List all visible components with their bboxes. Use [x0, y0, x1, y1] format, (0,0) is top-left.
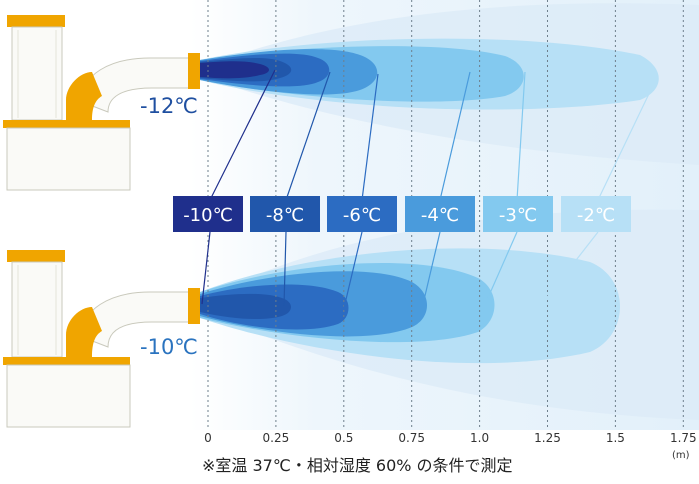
legend-swatch	[561, 196, 631, 232]
legend-label: -8℃	[266, 205, 304, 226]
bottom-unit-hose-joint	[66, 307, 102, 357]
leader-top-minus8	[285, 71, 331, 201]
legend-swatch	[483, 196, 553, 232]
legend-swatch	[250, 196, 320, 232]
top-zone-minus10	[200, 61, 269, 79]
leader-top-minus10	[209, 69, 276, 201]
axis-tick-label: 0.25	[263, 431, 290, 445]
top-unit-hose-joint	[66, 72, 102, 120]
temperature-legend: -10℃ -8℃ -6℃ -4℃ -3℃ -2℃	[173, 196, 631, 232]
leader-bottom-minus2	[544, 231, 599, 301]
bottom-zone-minus8	[200, 293, 291, 320]
leader-bottom-minus4	[423, 231, 441, 301]
axis-tick-label: 1.75	[670, 431, 697, 445]
top-outlet-temp: -12℃	[140, 94, 198, 118]
axis-tick-label: 0.75	[398, 431, 425, 445]
top-unit-body	[6, 127, 131, 191]
legend-label: -2℃	[577, 205, 615, 226]
bottom-outlet-temp: -10℃	[140, 335, 198, 359]
legend-swatch	[327, 196, 397, 232]
leader-top-minus2	[597, 74, 659, 201]
axis-tick-label: 1.25	[534, 431, 561, 445]
axis-tick-label: 0.5	[334, 431, 353, 445]
leader-top-minus3	[516, 71, 526, 201]
axis-tick-label: 1.5	[606, 431, 625, 445]
legend-label: -4℃	[421, 205, 459, 226]
top-unit-filter	[11, 26, 63, 121]
top-unit-nozzle	[188, 53, 200, 89]
top-unit-top-cap	[7, 15, 65, 27]
top-temp-zones	[200, 38, 659, 110]
bottom-unit-shelf	[3, 357, 130, 365]
axis-unit: (m)	[672, 450, 690, 461]
bottom-temp-zones	[200, 248, 620, 364]
leader-lines	[201, 69, 659, 309]
bottom-unit-nozzle	[188, 288, 200, 324]
top-unit-shelf	[3, 120, 130, 128]
legend-swatch	[173, 196, 243, 232]
legend-swatch	[405, 196, 475, 232]
leader-top-minus6	[361, 73, 379, 201]
axis-tick-label: 0	[204, 431, 212, 445]
distance-gridlines	[207, 0, 684, 428]
legend-label: -10℃	[183, 205, 233, 226]
leader-bottom-minus8	[283, 231, 287, 307]
leader-top-minus4	[439, 71, 471, 201]
leader-bottom-minus10	[201, 231, 211, 305]
leader-bottom-minus3	[486, 231, 518, 301]
measurement-note: ※室温 37℃・相対湿度 60% の条件で測定	[202, 456, 513, 475]
legend-label: -6℃	[343, 205, 381, 226]
distance-axis: 0 0.25 0.5 0.75 1.0 1.25 1.5 1.75	[204, 431, 696, 445]
leader-bottom-minus6	[343, 231, 363, 309]
top-spot-cooler	[3, 15, 200, 191]
bottom-spot-cooler	[3, 250, 200, 428]
axis-tick-label: 1.0	[470, 431, 489, 445]
bottom-unit-top-cap	[7, 250, 65, 262]
bottom-unit-body	[6, 364, 131, 428]
legend-label: -3℃	[499, 205, 537, 226]
bottom-unit-filter	[11, 261, 63, 358]
